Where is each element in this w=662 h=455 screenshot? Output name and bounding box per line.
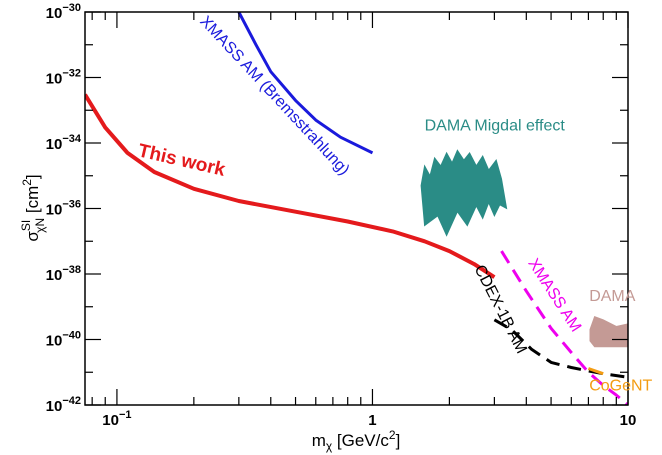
this-work-line bbox=[85, 93, 496, 279]
cogent-line bbox=[587, 367, 604, 376]
series-layer bbox=[85, 12, 628, 405]
y-tick-label: 10−36 bbox=[46, 199, 81, 219]
y-tick-label: 10−34 bbox=[46, 133, 82, 153]
x-tick-label: 1 bbox=[368, 412, 376, 429]
y-tick-label: 10−32 bbox=[46, 68, 81, 88]
y-tick-label: 10−40 bbox=[46, 330, 81, 350]
xmass-am-line bbox=[500, 250, 628, 405]
y-tick-label: 10−38 bbox=[46, 264, 81, 284]
y-tick-label: 10−42 bbox=[46, 395, 81, 415]
x-tick-label: 10 bbox=[620, 412, 637, 429]
dama-migdal-region bbox=[420, 149, 508, 237]
y-tick-label: 10−30 bbox=[46, 2, 81, 22]
cogent-label: CoGeNT bbox=[589, 377, 652, 394]
y-axis-title: σSIχN [cm2] bbox=[19, 174, 47, 241]
dama-migdal-label: DAMA Migdal effect bbox=[425, 118, 566, 135]
x-axis-title: mχ [GeV/c2] bbox=[312, 428, 401, 453]
axes-layer: 10−1 1 10 10−30 10−32 10−34 10−36 10−38 10−40 10−… bbox=[46, 2, 637, 429]
dama-label: DAMA bbox=[589, 288, 636, 305]
x-tick-label: 10−1 bbox=[102, 409, 131, 429]
xmass-brems-line bbox=[237, 12, 374, 155]
